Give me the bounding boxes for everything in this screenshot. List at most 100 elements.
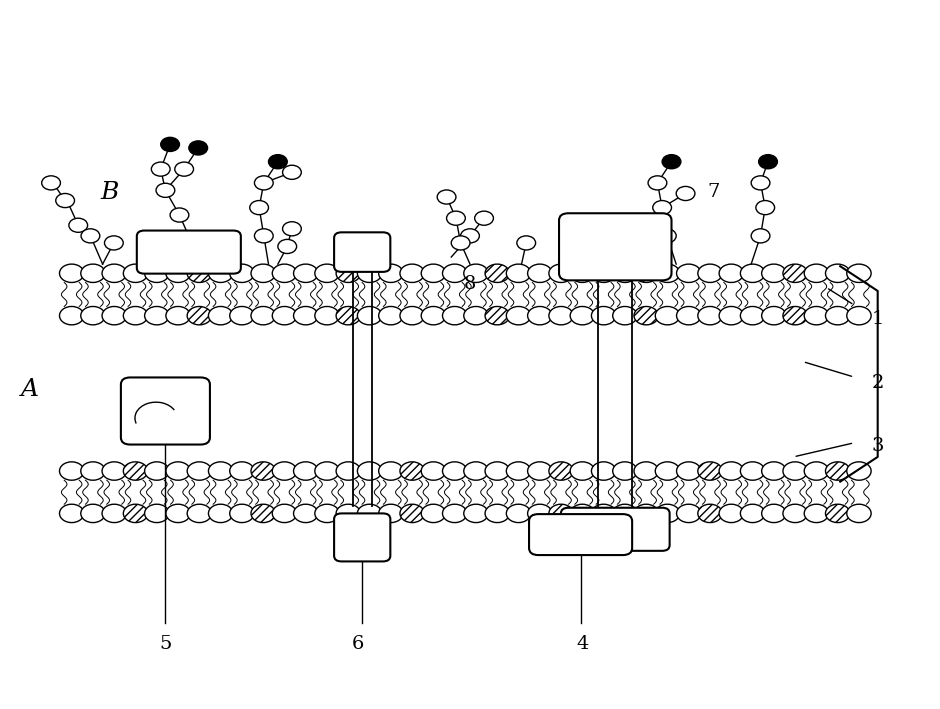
FancyBboxPatch shape	[137, 230, 241, 274]
Text: 2: 2	[871, 374, 884, 392]
Circle shape	[229, 462, 254, 480]
Circle shape	[443, 462, 467, 480]
Circle shape	[527, 264, 552, 282]
Circle shape	[719, 306, 744, 325]
Circle shape	[719, 264, 744, 282]
Circle shape	[591, 504, 616, 523]
Circle shape	[379, 306, 403, 325]
Circle shape	[400, 264, 424, 282]
Circle shape	[229, 504, 254, 523]
Circle shape	[677, 264, 701, 282]
Circle shape	[634, 264, 658, 282]
Circle shape	[825, 504, 850, 523]
Text: B: B	[100, 181, 118, 203]
Circle shape	[81, 264, 105, 282]
Circle shape	[634, 306, 658, 325]
Circle shape	[187, 504, 212, 523]
Circle shape	[357, 462, 382, 480]
Circle shape	[655, 306, 680, 325]
Circle shape	[293, 504, 318, 523]
Circle shape	[451, 236, 470, 250]
Circle shape	[357, 306, 382, 325]
Text: A: A	[21, 379, 39, 401]
Circle shape	[634, 504, 658, 523]
Circle shape	[273, 504, 297, 523]
Circle shape	[805, 306, 828, 325]
Circle shape	[269, 155, 288, 169]
Circle shape	[847, 462, 871, 480]
Circle shape	[273, 306, 297, 325]
Circle shape	[156, 183, 175, 197]
Text: 4: 4	[576, 635, 588, 653]
Circle shape	[209, 264, 233, 282]
Circle shape	[485, 306, 509, 325]
Circle shape	[783, 264, 807, 282]
Circle shape	[209, 306, 233, 325]
Circle shape	[507, 306, 531, 325]
Circle shape	[251, 264, 275, 282]
Circle shape	[761, 264, 786, 282]
Text: 5: 5	[159, 635, 172, 653]
FancyBboxPatch shape	[559, 213, 671, 280]
Text: 7: 7	[708, 183, 720, 201]
Circle shape	[549, 504, 573, 523]
Circle shape	[187, 264, 212, 282]
Circle shape	[293, 306, 318, 325]
Circle shape	[145, 264, 169, 282]
Circle shape	[315, 264, 339, 282]
Circle shape	[655, 504, 680, 523]
Circle shape	[165, 264, 190, 282]
Circle shape	[697, 504, 722, 523]
Circle shape	[251, 504, 275, 523]
Circle shape	[421, 264, 446, 282]
Circle shape	[549, 306, 573, 325]
Circle shape	[165, 462, 190, 480]
Circle shape	[741, 504, 765, 523]
Circle shape	[145, 306, 169, 325]
Circle shape	[662, 155, 681, 169]
Circle shape	[357, 504, 382, 523]
Circle shape	[847, 264, 871, 282]
Circle shape	[527, 504, 552, 523]
FancyBboxPatch shape	[529, 514, 632, 555]
Circle shape	[443, 264, 467, 282]
Circle shape	[102, 462, 126, 480]
Circle shape	[337, 504, 360, 523]
Circle shape	[719, 504, 744, 523]
Circle shape	[170, 208, 189, 222]
Circle shape	[315, 462, 339, 480]
Circle shape	[278, 240, 297, 254]
Circle shape	[283, 222, 302, 236]
Circle shape	[400, 306, 424, 325]
Circle shape	[59, 462, 84, 480]
Circle shape	[273, 264, 297, 282]
Text: 8: 8	[463, 275, 477, 293]
Circle shape	[145, 462, 169, 480]
Text: 1: 1	[871, 311, 884, 328]
Circle shape	[783, 306, 807, 325]
Circle shape	[102, 264, 126, 282]
Circle shape	[571, 462, 594, 480]
Circle shape	[379, 264, 403, 282]
FancyBboxPatch shape	[334, 233, 390, 272]
Circle shape	[677, 306, 701, 325]
Circle shape	[652, 236, 671, 250]
Circle shape	[805, 462, 828, 480]
Circle shape	[229, 306, 254, 325]
Circle shape	[783, 504, 807, 523]
Circle shape	[421, 504, 446, 523]
Circle shape	[697, 306, 722, 325]
Circle shape	[591, 306, 616, 325]
Circle shape	[463, 504, 488, 523]
Circle shape	[805, 264, 828, 282]
Circle shape	[677, 462, 701, 480]
Circle shape	[697, 462, 722, 480]
Circle shape	[273, 462, 297, 480]
Circle shape	[463, 306, 488, 325]
Circle shape	[59, 264, 84, 282]
Circle shape	[759, 155, 777, 169]
Circle shape	[517, 236, 536, 250]
Circle shape	[507, 462, 531, 480]
Circle shape	[59, 504, 84, 523]
Circle shape	[847, 306, 871, 325]
